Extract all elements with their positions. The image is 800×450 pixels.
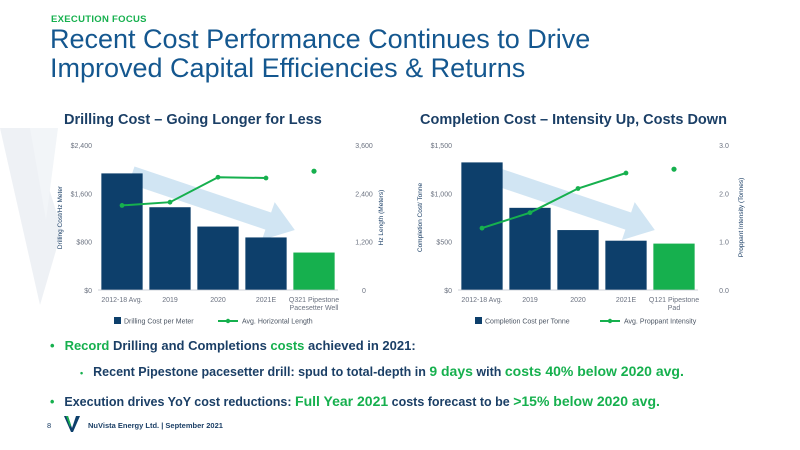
y-tick-label: $1,600 bbox=[71, 191, 93, 198]
x-tick-label: 2020 bbox=[210, 297, 226, 304]
y2-axis-title: Proppant Intensity (Tonnes) bbox=[738, 178, 745, 258]
drilling-chart-title: Drilling Cost – Going Longer for Less bbox=[64, 112, 322, 128]
y2-axis-title: Hz Length (Meters) bbox=[378, 190, 385, 246]
y-axis-title: Drilling Cost/Hz Meter bbox=[57, 185, 64, 249]
legend-label: Drilling Cost per Meter bbox=[124, 319, 194, 326]
bar bbox=[245, 237, 287, 290]
y2-tick-label: 2,400 bbox=[355, 191, 373, 198]
line-point bbox=[479, 225, 485, 231]
y-axis-title: Completion Cost/ Tonne bbox=[417, 182, 424, 252]
y-tick-label: $1,500 bbox=[431, 143, 453, 150]
y-tick-label: $0 bbox=[84, 288, 92, 295]
line-point bbox=[215, 174, 221, 180]
y-tick-label: $0 bbox=[444, 288, 452, 295]
completion-cost-chart: $0 $500 $1,000 $1,500 0.0 1.0 2.0 3.0 Completion… bbox=[417, 143, 745, 326]
line-point bbox=[671, 166, 677, 172]
y2-tick-label: 3.0 bbox=[719, 143, 729, 150]
bar bbox=[557, 230, 599, 290]
legend-bar-swatch bbox=[114, 317, 121, 324]
bar bbox=[149, 207, 191, 290]
legend-bar-swatch bbox=[475, 317, 482, 324]
bar bbox=[605, 240, 647, 290]
x-tick-label: 2019 bbox=[162, 297, 178, 304]
trend-arrow bbox=[128, 166, 295, 240]
x-tick-label: 2020 bbox=[570, 297, 586, 304]
bar bbox=[101, 173, 143, 290]
bullet-dot-icon: • bbox=[50, 338, 55, 353]
line-series bbox=[121, 176, 267, 207]
y2-tick-label: 2.0 bbox=[719, 191, 729, 198]
footer-text: NuVista Energy Ltd. | September 2021 bbox=[88, 421, 223, 430]
section-eyebrow: EXECUTION FOCUS bbox=[51, 14, 147, 25]
y-tick-label: $800 bbox=[76, 240, 92, 247]
bullet-3: • Execution drives YoY cost reductions: F… bbox=[50, 393, 660, 409]
legend-label: Avg. Horizontal Length bbox=[242, 319, 313, 326]
page-number: 8 bbox=[47, 421, 52, 430]
x-tick-label: 2012-18 Avg. bbox=[461, 297, 502, 304]
line-point bbox=[119, 203, 125, 208]
line-point bbox=[527, 210, 533, 216]
bar bbox=[197, 226, 239, 290]
bar bbox=[509, 207, 551, 290]
line-point bbox=[167, 199, 173, 205]
legend-line-marker bbox=[607, 318, 613, 324]
x-tick-label: 2021E bbox=[616, 297, 637, 304]
completion-chart-title: Completion Cost – Intensity Up, Costs Do… bbox=[420, 112, 727, 128]
y-tick-label: $2,400 bbox=[71, 143, 93, 150]
y2-tick-label: 3,600 bbox=[355, 143, 373, 150]
bullet-1: • Record Drilling and Completions costs a… bbox=[50, 338, 416, 353]
page-title: Recent Cost Performance Continues to Dri… bbox=[50, 24, 591, 83]
x-tick-label: Pacesetter Well bbox=[290, 305, 339, 312]
legend-label: Avg. Proppant Intensity bbox=[624, 319, 697, 326]
bar bbox=[293, 252, 335, 290]
y-tick-label: $500 bbox=[436, 240, 452, 247]
x-tick-label: Q321 Pipestone bbox=[289, 297, 339, 304]
bullet-dot-icon: • bbox=[50, 395, 55, 409]
y2-tick-label: 1.0 bbox=[719, 240, 729, 247]
line-point bbox=[623, 170, 629, 176]
y2-tick-label: 0 bbox=[362, 288, 366, 295]
line-point bbox=[575, 186, 581, 191]
x-tick-label: 2019 bbox=[522, 297, 538, 304]
x-tick-label: 2021E bbox=[256, 297, 277, 304]
bullet-2: • Recent Pipestone pacesetter drill: spud… bbox=[80, 363, 684, 379]
sub-bullet-dot-icon: • bbox=[80, 368, 84, 378]
legend-line-marker bbox=[225, 318, 231, 324]
bar bbox=[653, 243, 695, 290]
legend-label: Completion Cost per Tonne bbox=[485, 319, 570, 326]
x-tick-label: Q121 Pipestone bbox=[649, 297, 699, 304]
trend-arrow bbox=[488, 166, 655, 240]
x-tick-label: Pad bbox=[668, 305, 681, 312]
line-series bbox=[481, 172, 627, 230]
line-point bbox=[311, 168, 317, 174]
y-tick-label: $1,000 bbox=[431, 191, 453, 198]
y2-tick-label: 0.0 bbox=[719, 288, 729, 295]
drilling-cost-chart: $0 $800 $1,600 $2,400 0 1,200 2,400 3,600 Drilli… bbox=[57, 143, 385, 326]
x-tick-label: 2012-18 Avg. bbox=[101, 297, 142, 304]
nuvista-logo-icon bbox=[64, 416, 80, 432]
y2-tick-label: 1,200 bbox=[355, 240, 373, 247]
line-point bbox=[263, 175, 269, 181]
